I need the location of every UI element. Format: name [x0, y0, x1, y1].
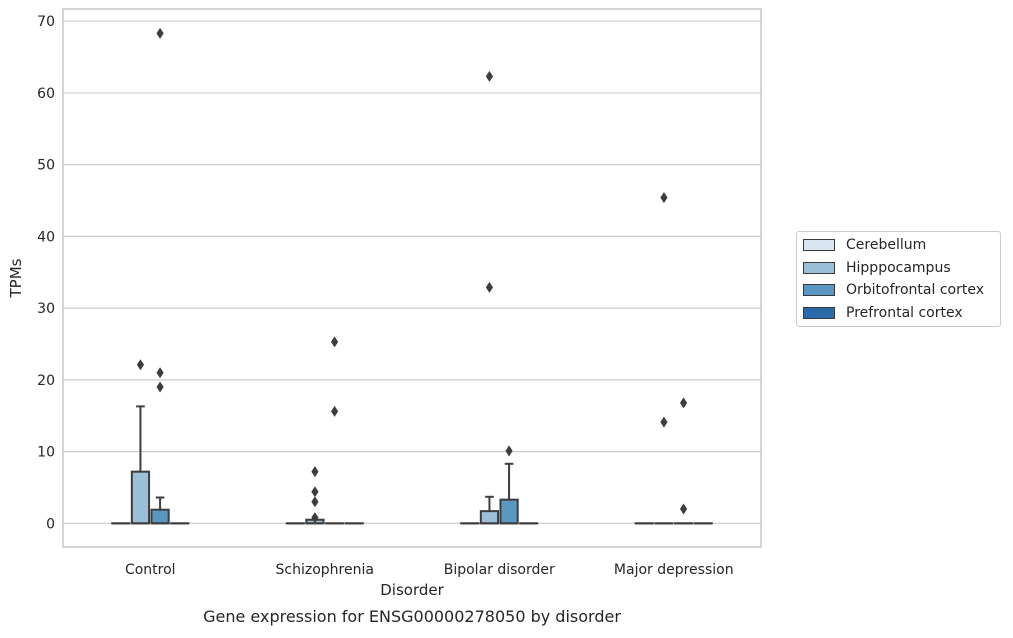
y-axis-label: TPMs	[7, 258, 25, 298]
legend-label-hipppocampus: Hipppocampus	[846, 260, 951, 276]
y-tick-label: 0	[46, 516, 55, 532]
y-tick-label: 10	[37, 445, 55, 461]
x-axis-label: Disorder	[380, 581, 444, 599]
legend-label-cerebellum: Cerebellum	[846, 237, 926, 253]
box	[500, 500, 517, 524]
outlier-point	[311, 466, 318, 477]
outlier-point	[660, 192, 667, 203]
outlier-point	[486, 71, 493, 82]
legend-swatch-hipppocampus	[803, 262, 835, 274]
x-tick-label: Major depression	[614, 562, 734, 578]
outlier-point	[505, 445, 512, 456]
legend-item-cerebellum: Cerebellum	[803, 235, 926, 255]
x-tick-label: Bipolar disorder	[444, 562, 555, 578]
legend-swatch-orbitofrontal-cortex	[803, 284, 835, 296]
outlier-point	[331, 336, 338, 347]
outlier-point	[311, 496, 318, 507]
y-tick-label: 70	[37, 14, 55, 30]
legend-label-prefrontal-cortex: Prefrontal cortex	[846, 305, 963, 321]
y-tick-label: 30	[37, 301, 55, 317]
outlier-point	[156, 367, 163, 378]
y-tick-label: 20	[37, 373, 55, 389]
legend-item-hipppocampus: Hipppocampus	[803, 258, 951, 278]
x-tick-label: Control	[125, 562, 176, 578]
legend-label-orbitofrontal-cortex: Orbitofrontal cortex	[846, 282, 984, 298]
y-tick-label: 40	[37, 229, 55, 245]
legend: Cerebellum Hipppocampus Orbitofrontal co…	[796, 231, 1001, 327]
legend-swatch-cerebellum	[803, 239, 835, 251]
legend-swatch-prefrontal-cortex	[803, 307, 835, 319]
outlier-point	[680, 397, 687, 408]
legend-item-prefrontal-cortex: Prefrontal cortex	[803, 303, 963, 323]
outlier-point	[680, 503, 687, 514]
box	[132, 472, 149, 524]
axes-frame	[63, 9, 761, 547]
box-marks	[112, 28, 712, 523]
x-tick-labels: Control Schizophrenia Bipolar disorder Majo…	[125, 562, 734, 578]
y-tick-labels: 0 10 20 30 40 50 60 70	[37, 14, 55, 532]
box	[151, 510, 168, 524]
outlier-point	[486, 282, 493, 293]
grid-lines	[63, 21, 761, 523]
outlier-point	[331, 406, 338, 417]
y-tick-label: 60	[37, 86, 55, 102]
outlier-point	[137, 359, 144, 370]
chart-caption: Gene expression for ENSG00000278050 by d…	[203, 607, 621, 626]
x-tick-label: Schizophrenia	[276, 562, 374, 578]
outlier-point	[311, 486, 318, 497]
legend-item-orbitofrontal-cortex: Orbitofrontal cortex	[803, 280, 984, 300]
outlier-point	[156, 382, 163, 393]
y-tick-label: 50	[37, 158, 55, 174]
outlier-point	[156, 28, 163, 39]
box	[481, 511, 498, 523]
outlier-point	[660, 417, 667, 428]
